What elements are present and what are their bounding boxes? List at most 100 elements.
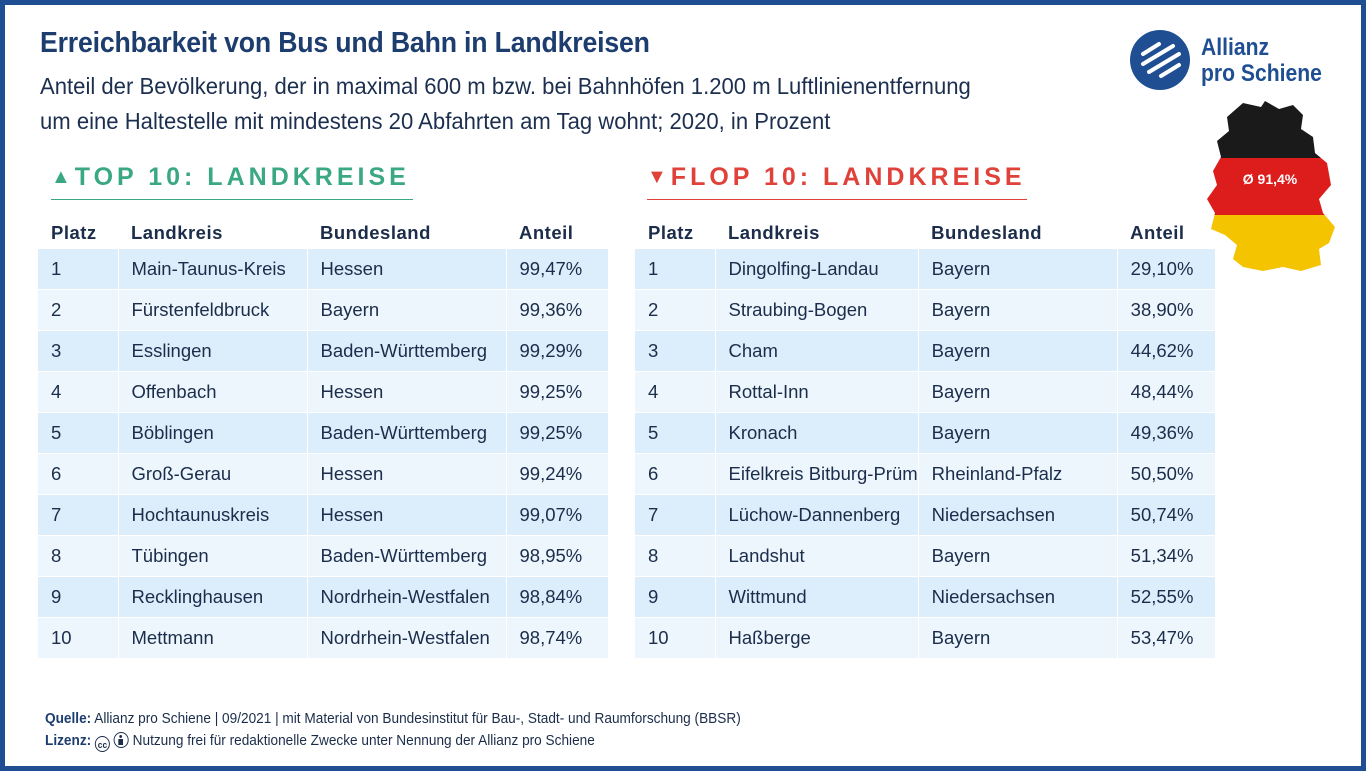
table-row: 7 Lüchow-Dannenberg Niedersachsen 50,74%	[635, 494, 1216, 536]
bundesland-cell: Nordrhein-Westfalen	[307, 617, 507, 659]
logo-text: Allianz pro Schiene	[1201, 35, 1322, 87]
arrow-down-icon: ▼	[647, 166, 667, 188]
platz-cell: 7	[635, 494, 716, 536]
bundesland-cell: Baden-Württemberg	[307, 535, 507, 577]
average-badge: Ø 91,4%	[1242, 171, 1298, 187]
landkreis-cell: Groß-Gerau	[118, 453, 308, 495]
table-row: 9 Wittmund Niedersachsen 52,55%	[635, 576, 1216, 618]
table-row: 1 Dingolfing-Landau Bayern 29,10%	[635, 249, 1216, 290]
landkreis-cell: Main-Taunus-Kreis	[118, 249, 308, 290]
anteil-cell: 99,47%	[506, 249, 608, 290]
column-header-anteil: Anteil	[519, 222, 574, 243]
anteil-cell: 98,74%	[506, 617, 608, 659]
landkreis-cell: Eifelkreis Bitburg-Prüm	[715, 453, 919, 495]
anteil-cell: 99,25%	[506, 371, 608, 413]
table-row: 10 Mettmann Nordrhein-Westfalen 98,74%	[38, 617, 608, 659]
top-heading-label: TOP 10: LANDKREISE	[74, 163, 410, 191]
landkreis-cell: Offenbach	[118, 371, 308, 413]
column-header-bundesland: Bundesland	[931, 222, 1043, 243]
license-label: Lizenz:	[45, 733, 92, 749]
source-line: Quelle: Allianz pro Schiene | 09/2021 | …	[45, 711, 741, 727]
flop-heading-underline	[647, 199, 1027, 200]
landkreis-cell: Esslingen	[118, 330, 308, 372]
platz-cell: 3	[635, 330, 716, 372]
anteil-cell: 38,90%	[1117, 289, 1216, 331]
platz-cell: 1	[38, 249, 119, 290]
logo-text-line-1: Allianz	[1201, 34, 1270, 61]
top-heading-underline	[51, 199, 413, 200]
bundesland-cell: Bayern	[918, 371, 1118, 413]
bundesland-cell: Baden-Württemberg	[307, 412, 507, 454]
table-row: 6 Eifelkreis Bitburg-Prüm Rheinland-Pfalz 5…	[635, 453, 1216, 495]
bundesland-cell: Bayern	[918, 412, 1118, 454]
landkreis-cell: Mettmann	[118, 617, 308, 659]
logo-text-line-2: pro Schiene	[1201, 60, 1322, 87]
landkreis-cell: Landshut	[715, 535, 919, 577]
bundesland-cell: Bayern	[918, 535, 1118, 577]
platz-cell: 8	[635, 535, 716, 577]
bundesland-cell: Hessen	[307, 371, 507, 413]
landkreis-cell: Cham	[715, 330, 919, 372]
table-row: 5 Böblingen Baden-Württemberg 99,25%	[38, 412, 608, 454]
anteil-cell: 99,24%	[506, 453, 608, 495]
platz-cell: 5	[635, 412, 716, 454]
table-row: 10 Haßberge Bayern 53,47%	[635, 617, 1216, 659]
anteil-cell: 98,84%	[506, 576, 608, 618]
platz-cell: 9	[38, 576, 119, 618]
platz-cell: 4	[635, 371, 716, 413]
platz-cell: 4	[38, 371, 119, 413]
table-row: 4 Offenbach Hessen 99,25%	[38, 371, 608, 413]
column-header-landkreis: Landkreis	[728, 222, 820, 243]
anteil-cell: 99,29%	[506, 330, 608, 372]
table-row: 3 Cham Bayern 44,62%	[635, 330, 1216, 372]
landkreis-cell: Straubing-Bogen	[715, 289, 919, 331]
column-header-bundesland: Bundesland	[320, 222, 431, 243]
bundesland-cell: Nordrhein-Westfalen	[307, 576, 507, 618]
source-text: Allianz pro Schiene | 09/2021 | mit Mate…	[94, 711, 741, 727]
bundesland-cell: Bayern	[918, 617, 1118, 659]
allianz-pro-schiene-logo: Allianz pro Schiene	[1129, 29, 1349, 91]
bundesland-cell: Baden-Württemberg	[307, 330, 507, 372]
platz-cell: 10	[38, 617, 119, 659]
bundesland-cell: Bayern	[307, 289, 507, 331]
flop-heading: ▼ FLOP 10: LANDKREISE	[647, 163, 1026, 192]
flop-table-body: 1 Dingolfing-Landau Bayern 29,10% 2 Straubing…	[635, 249, 1216, 659]
anteil-cell: 99,07%	[506, 494, 608, 536]
landkreis-cell: Recklinghausen	[118, 576, 308, 618]
bundesland-cell: Bayern	[918, 249, 1118, 290]
landkreis-cell: Haßberge	[715, 617, 919, 659]
anteil-cell: 52,55%	[1117, 576, 1216, 618]
landkreis-cell: Lüchow-Dannenberg	[715, 494, 919, 536]
license-text: Nutzung frei für redaktionelle Zwecke un…	[132, 733, 595, 749]
table-row: 2 Fürstenfeldbruck Bayern 99,36%	[38, 289, 608, 331]
table-row: 7 Hochtaunuskreis Hessen 99,07%	[38, 494, 608, 536]
flop-table: Platz Landkreis Bundesland Anteil 1 Dingo…	[635, 217, 1216, 659]
arrow-up-icon: ▲	[51, 166, 71, 188]
table-row: 1 Main-Taunus-Kreis Hessen 99,47%	[38, 249, 608, 290]
anteil-cell: 49,36%	[1117, 412, 1216, 454]
platz-cell: 9	[635, 576, 716, 618]
platz-cell: 1	[635, 249, 716, 290]
anteil-cell: 48,44%	[1117, 371, 1216, 413]
column-header-platz: Platz	[51, 222, 97, 243]
bundesland-cell: Bayern	[918, 330, 1118, 372]
table-row: 8 Tübingen Baden-Württemberg 98,95%	[38, 535, 608, 577]
landkreis-cell: Wittmund	[715, 576, 919, 618]
anteil-cell: 50,50%	[1117, 453, 1216, 495]
source-label: Quelle:	[45, 711, 92, 727]
bundesland-cell: Hessen	[307, 249, 507, 290]
platz-cell: 2	[635, 289, 716, 331]
platz-cell: 6	[635, 453, 716, 495]
bundesland-cell: Bayern	[918, 289, 1118, 331]
germany-map-icon	[1207, 101, 1335, 271]
anteil-cell: 29,10%	[1117, 249, 1216, 290]
top-table: Platz Landkreis Bundesland Anteil 1 Main-…	[38, 217, 608, 659]
platz-cell: 7	[38, 494, 119, 536]
table-row: 6 Groß-Gerau Hessen 99,24%	[38, 453, 608, 495]
table-row: 4 Rottal-Inn Bayern 48,44%	[635, 371, 1216, 413]
landkreis-cell: Fürstenfeldbruck	[118, 289, 308, 331]
bundesland-cell: Hessen	[307, 453, 507, 495]
table-row: 2 Straubing-Bogen Bayern 38,90%	[635, 289, 1216, 331]
bundesland-cell: Rheinland-Pfalz	[918, 453, 1118, 495]
